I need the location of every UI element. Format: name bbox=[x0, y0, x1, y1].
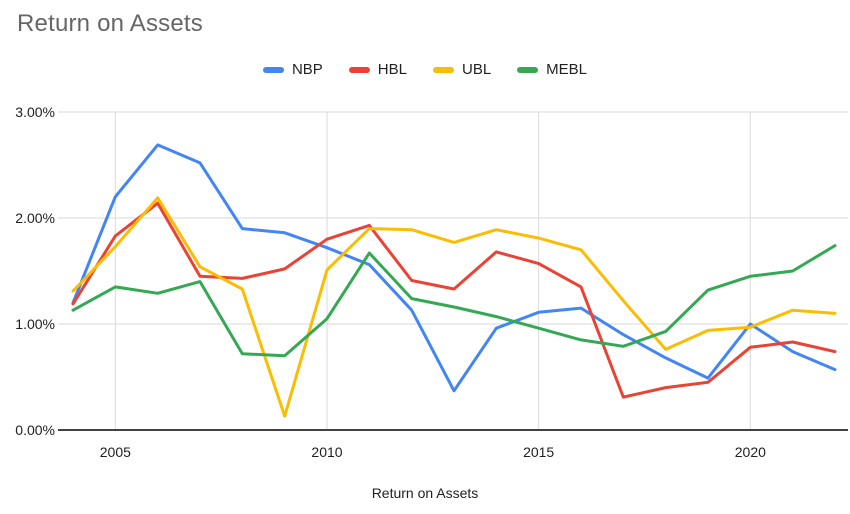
legend-item-ubl: UBL bbox=[432, 61, 492, 78]
legend-swatch-mebl bbox=[517, 66, 539, 73]
y-tick-label: 3.00% bbox=[15, 104, 55, 120]
series-line-ubl bbox=[71, 196, 837, 418]
x-tick-label: 2020 bbox=[735, 444, 766, 460]
legend-swatch-nbp bbox=[262, 66, 284, 73]
legend-label-mebl: MEBL bbox=[546, 61, 588, 78]
legend-label-ubl: UBL bbox=[461, 61, 492, 78]
y-tick-label: 1.00% bbox=[15, 316, 55, 332]
x-tick-label: 2015 bbox=[523, 444, 554, 460]
legend-swatch-ubl bbox=[432, 66, 454, 73]
legend-swatch-hbl bbox=[348, 66, 370, 73]
series-line-mebl bbox=[71, 244, 837, 358]
legend-item-mebl: MEBL bbox=[517, 61, 587, 78]
legend-label-nbp: NBP bbox=[291, 61, 323, 78]
x-axis-title: Return on Assets bbox=[371, 485, 479, 501]
y-tick-label: 2.00% bbox=[15, 210, 55, 226]
legend-item-nbp: NBP bbox=[262, 61, 323, 78]
series-line-nbp bbox=[71, 143, 837, 393]
series-line-hbl bbox=[71, 201, 837, 399]
x-tick-label: 2005 bbox=[100, 444, 131, 460]
chart-legend: NBP HBL UBL MEBL bbox=[0, 61, 850, 78]
y-tick-label: 0.00% bbox=[15, 422, 55, 438]
legend-label-hbl: HBL bbox=[377, 61, 407, 78]
chart-title: Return on Assets bbox=[17, 10, 203, 37]
legend-item-hbl: HBL bbox=[348, 61, 407, 78]
x-tick-label: 2010 bbox=[311, 444, 342, 460]
